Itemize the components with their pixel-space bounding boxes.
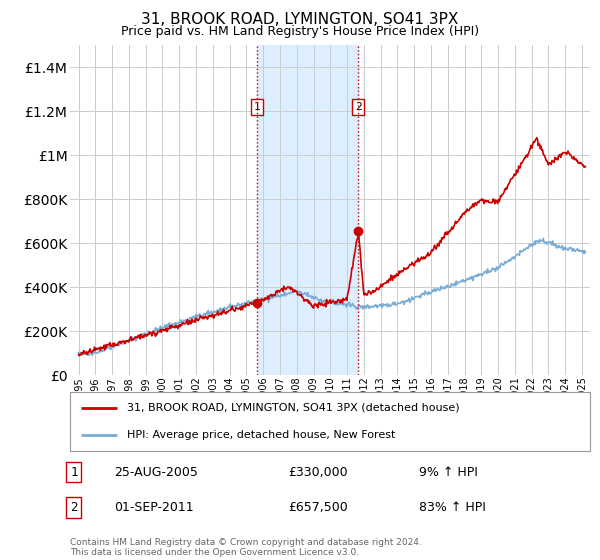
Text: 2: 2: [70, 501, 78, 514]
Text: Price paid vs. HM Land Registry's House Price Index (HPI): Price paid vs. HM Land Registry's House …: [121, 25, 479, 38]
Text: 9% ↑ HPI: 9% ↑ HPI: [419, 465, 478, 479]
Text: £657,500: £657,500: [289, 501, 349, 514]
Text: 1: 1: [70, 465, 78, 479]
Text: 01-SEP-2011: 01-SEP-2011: [115, 501, 194, 514]
Text: 31, BROOK ROAD, LYMINGTON, SO41 3PX (detached house): 31, BROOK ROAD, LYMINGTON, SO41 3PX (det…: [127, 403, 460, 413]
Text: 25-AUG-2005: 25-AUG-2005: [115, 465, 198, 479]
Text: 1: 1: [254, 102, 260, 112]
Text: £330,000: £330,000: [289, 465, 349, 479]
Text: HPI: Average price, detached house, New Forest: HPI: Average price, detached house, New …: [127, 430, 396, 440]
Text: 31, BROOK ROAD, LYMINGTON, SO41 3PX: 31, BROOK ROAD, LYMINGTON, SO41 3PX: [142, 12, 458, 27]
Text: Contains HM Land Registry data © Crown copyright and database right 2024.
This d: Contains HM Land Registry data © Crown c…: [70, 538, 422, 557]
Text: 2: 2: [355, 102, 362, 112]
Text: 83% ↑ HPI: 83% ↑ HPI: [419, 501, 485, 514]
Bar: [257, 45, 358, 375]
